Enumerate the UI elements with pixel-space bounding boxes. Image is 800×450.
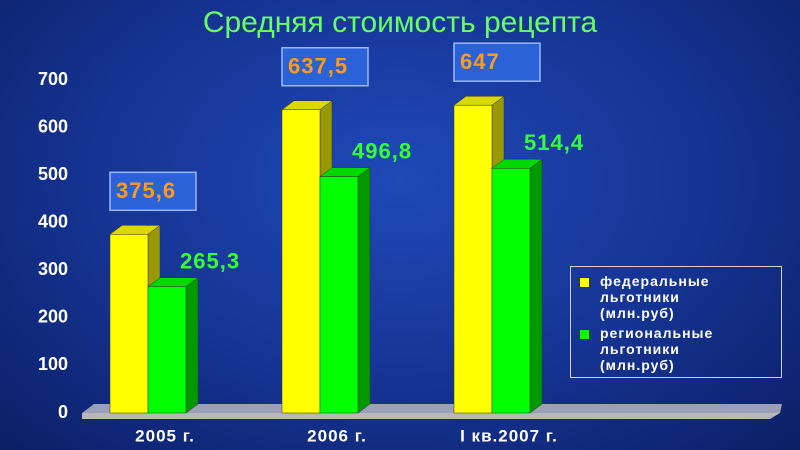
legend-swatch	[579, 329, 590, 340]
y-tick-label: 500	[38, 164, 68, 184]
y-tick-label: 600	[38, 116, 68, 136]
label-box	[281, 46, 369, 87]
y-tick-label: 200	[38, 307, 68, 327]
bar-side	[529, 158, 543, 414]
legend: федеральные льготники (млн.руб) региональ…	[570, 266, 782, 378]
bar	[281, 109, 321, 414]
y-tick-label: 700	[38, 69, 68, 89]
bar	[319, 176, 359, 414]
value-label: 496,8	[352, 138, 412, 163]
legend-label: федеральные льготники (млн.руб)	[600, 273, 710, 321]
value-label: 647	[460, 49, 500, 74]
bar	[491, 168, 531, 414]
bar-side	[185, 277, 199, 414]
bar-side	[357, 167, 371, 414]
floor	[82, 413, 780, 419]
value-label: 265,3	[180, 249, 240, 274]
x-tick-label: 2005 г.	[135, 426, 195, 445]
legend-item: региональные льготники (млн.руб)	[579, 325, 773, 373]
y-tick-label: 100	[38, 354, 68, 374]
value-label: 637,5	[288, 54, 348, 79]
y-tick-label: 300	[38, 259, 68, 279]
bar	[109, 234, 149, 414]
x-tick-label: 2006 г.	[307, 426, 367, 445]
label-box	[109, 171, 197, 212]
value-label-box: 647	[453, 42, 541, 82]
y-tick-label: 0	[58, 402, 68, 422]
label-box	[453, 42, 541, 82]
legend-swatch	[579, 277, 590, 288]
legend-label: региональные льготники (млн.руб)	[600, 325, 714, 373]
bar	[453, 104, 493, 414]
floor-top	[82, 404, 782, 413]
value-label: 514,4	[524, 130, 584, 155]
chart-title: Средняя стоимость рецепта	[203, 6, 598, 39]
y-tick-label: 400	[38, 211, 68, 231]
x-tick-label: I кв.2007 г.	[460, 426, 558, 445]
value-label-box: 637,5	[281, 46, 369, 87]
bar	[147, 286, 187, 414]
value-label-box: 375,6	[109, 171, 197, 212]
value-label: 375,6	[116, 178, 176, 203]
legend-item: федеральные льготники (млн.руб)	[579, 273, 773, 321]
